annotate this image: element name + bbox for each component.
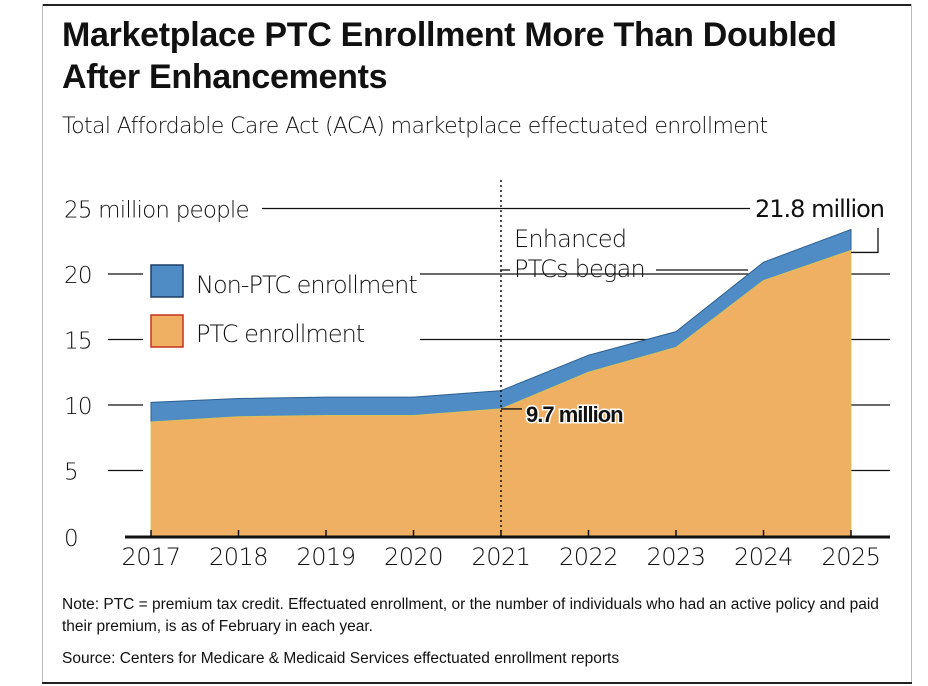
- annotation-enhanced: Enhanced: [514, 225, 626, 253]
- chart-subtitle: Total Affordable Care Act (ACA) marketpl…: [62, 114, 768, 139]
- frame-right: [911, 4, 912, 684]
- frame-top: [42, 4, 912, 6]
- x-tick-label: 2017: [121, 543, 180, 571]
- annotation-9-7-million: 9.7 million: [526, 402, 623, 427]
- frame-left: [42, 4, 43, 684]
- chart-note: Note: PTC = premium tax credit. Effectua…: [62, 596, 879, 635]
- x-tick-label: 2021: [471, 543, 530, 571]
- y-tick-label: 25 million people: [64, 198, 249, 224]
- annotation-ptcs-began: PTCs began: [514, 255, 645, 283]
- x-tick-label: 2019: [296, 543, 355, 571]
- y-tick-label: 0: [64, 526, 79, 552]
- y-tick-label: 10: [64, 394, 92, 420]
- chart-source: Source: Centers for Medicare & Medicaid …: [62, 650, 620, 667]
- x-tick-label: 2020: [384, 543, 443, 571]
- x-tick-label: 2022: [559, 543, 618, 571]
- chart-title: Marketplace PTC Enrollment More Than Dou…: [62, 16, 837, 96]
- annotation-21-8-million: 21.8 million: [755, 195, 884, 223]
- x-tick-label: 2023: [646, 543, 705, 571]
- y-tick-label: 20: [64, 263, 92, 289]
- x-tick-label: 2024: [734, 543, 793, 571]
- legend-label-non-ptc: Non-PTC enrollment: [196, 271, 417, 299]
- y-tick-label: 15: [64, 329, 92, 355]
- legend-label-ptc: PTC enrollment: [196, 320, 365, 348]
- legend-swatch-non-ptc: [150, 264, 184, 298]
- y-tick-label: 5: [64, 460, 78, 486]
- x-tick-label: 2018: [209, 543, 268, 571]
- legend-swatch-ptc: [150, 314, 184, 348]
- annotation-leader: [851, 228, 879, 254]
- area-ptc-enrollment: [150, 249, 852, 537]
- x-tick-label: 2025: [821, 543, 880, 571]
- frame-bottom: [42, 682, 912, 684]
